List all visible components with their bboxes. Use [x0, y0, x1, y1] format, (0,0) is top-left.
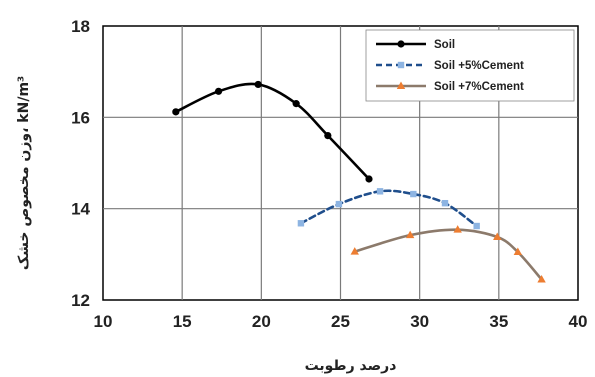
- series-soil: [172, 80, 373, 183]
- data-point: [324, 132, 332, 140]
- y-tick-label: 14: [71, 200, 90, 219]
- legend-item: Soil +5%Cement: [376, 60, 524, 72]
- data-point: [365, 175, 373, 183]
- x-tick-label: 40: [569, 312, 588, 331]
- tick-labels: 10 15 20 25 30 35 40 12 14 16 18: [71, 17, 587, 331]
- data-point: [297, 220, 305, 227]
- data-point: [453, 225, 462, 233]
- data-point: [350, 247, 359, 255]
- data-point: [335, 200, 343, 208]
- legend-label: Soil +5%Cement: [434, 60, 524, 72]
- data-point: [254, 80, 262, 89]
- x-tick-label: 15: [173, 312, 192, 331]
- legend-marker: [397, 61, 405, 69]
- series-line: [174, 82, 371, 181]
- data-point: [537, 274, 546, 283]
- x-tick-label: 30: [410, 312, 429, 331]
- legend-label: Soil: [434, 39, 455, 51]
- legend-marker: [397, 40, 405, 48]
- legend-item: Soil: [376, 39, 455, 51]
- data-point: [405, 230, 415, 239]
- data-point: [172, 108, 180, 116]
- data-point: [410, 190, 417, 198]
- data-point: [441, 199, 449, 207]
- data-point: [493, 232, 502, 240]
- series-layer: [172, 80, 546, 283]
- x-tick-label: 20: [252, 312, 271, 331]
- y-tick-label: 12: [71, 291, 90, 310]
- y-axis-label: وزن مخصوص خشک، kN/m³: [16, 76, 32, 270]
- data-point: [292, 100, 300, 108]
- legend-marker: [396, 81, 406, 89]
- data-point: [376, 188, 384, 195]
- x-tick-label: 35: [489, 312, 508, 331]
- x-tick-label: 10: [94, 312, 113, 331]
- data-point: [473, 222, 480, 230]
- x-tick-label: 25: [331, 312, 350, 331]
- legend: Soil Soil +5%Cement Soil +7%Cement: [365, 29, 575, 102]
- y-tick-label: 18: [71, 17, 90, 36]
- y-tick-label: 16: [71, 108, 90, 127]
- data-point: [513, 247, 523, 256]
- series-soil-5-cement: [297, 188, 480, 230]
- data-point: [214, 87, 223, 95]
- legend-item: Soil +7%Cement: [376, 81, 524, 93]
- series-soil-7-cement: [350, 225, 546, 283]
- x-axis-label: درصد رطوبت: [305, 358, 397, 374]
- legend-label: Soil +7%Cement: [434, 81, 524, 93]
